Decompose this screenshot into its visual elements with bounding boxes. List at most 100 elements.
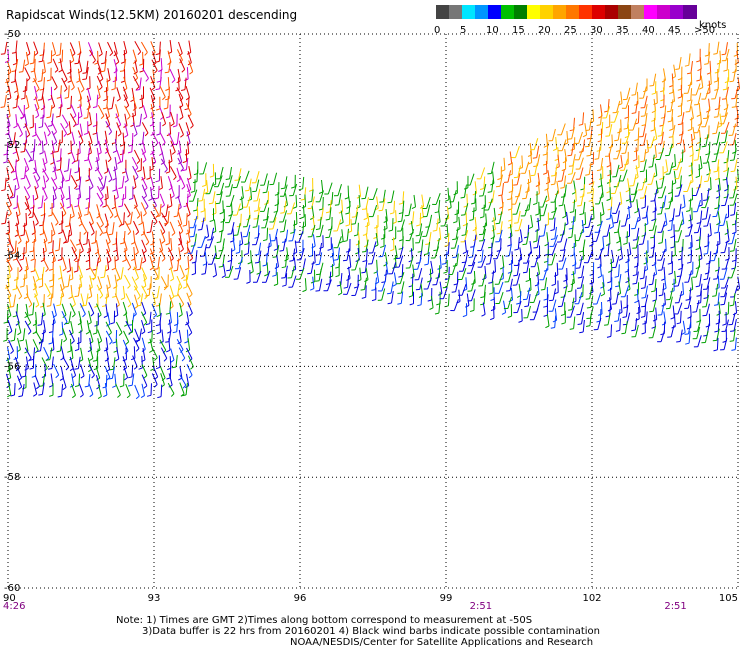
wind-barb-flag — [190, 366, 194, 370]
wind-barb-flag — [79, 250, 84, 254]
longitude-tick-label: 99 — [440, 593, 453, 604]
wind-barb-flag — [470, 202, 476, 205]
wind-barb — [551, 253, 556, 265]
wind-barb-flag — [586, 154, 591, 157]
wind-barb — [620, 119, 622, 132]
colorbar-label: 45 — [668, 25, 681, 36]
wind-barb — [114, 166, 117, 179]
wind-barb — [498, 291, 504, 304]
wind-barb — [582, 139, 586, 152]
wind-barb-flag — [137, 295, 141, 300]
wind-barb — [426, 204, 431, 217]
wind-barb — [43, 346, 50, 359]
wind-barb — [140, 311, 148, 323]
map-labels: 90 93 96 99 102 105-50-52-54-56-58-604:26 2:51… — [3, 29, 738, 612]
wind-barb — [61, 321, 64, 334]
wind-barb — [256, 270, 262, 283]
wind-barb — [113, 59, 118, 71]
wind-barb — [674, 154, 676, 167]
wind-barb-flag — [225, 178, 230, 180]
wind-barb-flag — [659, 106, 664, 109]
wind-barb — [267, 242, 270, 255]
wind-barb — [169, 166, 177, 178]
wind-barb-flag — [567, 154, 572, 157]
wind-barb — [622, 169, 628, 182]
wind-barb — [552, 128, 556, 141]
wind-barb — [42, 373, 46, 386]
wind-barb — [705, 294, 710, 307]
wind-barb — [79, 303, 86, 315]
wind-barb-flag — [634, 300, 639, 304]
wind-barb — [336, 219, 342, 232]
wind-barb — [160, 373, 165, 385]
wind-barb — [95, 375, 101, 387]
wind-barb — [678, 203, 682, 216]
wind-barb — [697, 335, 702, 347]
wind-barb-flag — [56, 160, 61, 162]
wind-barb-flag — [170, 359, 175, 363]
wind-barb — [79, 274, 83, 287]
wind-barb-flag — [126, 223, 131, 225]
wind-barb-flag — [327, 248, 332, 251]
wind-barb — [50, 222, 56, 235]
wind-barb — [7, 319, 13, 332]
wind-barb — [87, 175, 94, 187]
wind-barb — [454, 236, 459, 249]
wind-barb — [282, 210, 288, 223]
wind-barb-flag — [535, 213, 540, 216]
wind-barb — [87, 202, 90, 215]
wind-barb — [312, 276, 315, 289]
wind-barb-flag — [543, 314, 548, 317]
wind-barb — [562, 249, 566, 262]
wind-barb — [133, 149, 141, 161]
wind-barb — [96, 348, 99, 361]
wind-barb-flag — [627, 206, 632, 209]
wind-barb — [5, 373, 11, 386]
wind-barb — [427, 252, 430, 265]
wind-barb — [669, 162, 674, 175]
wind-barb-flag — [74, 123, 79, 126]
wind-barb — [628, 205, 631, 218]
wind-barb-flag — [20, 234, 25, 237]
wind-barb — [240, 213, 242, 226]
wind-barb-flag — [63, 241, 69, 244]
wind-barb — [659, 147, 665, 160]
wind-barb — [581, 265, 585, 278]
wind-barb — [347, 275, 350, 288]
wind-barb — [635, 147, 638, 160]
wind-barb — [41, 357, 48, 369]
wind-barb — [169, 310, 172, 323]
wind-barb — [651, 172, 656, 185]
wind-barb — [188, 60, 194, 72]
wind-barb — [527, 305, 531, 318]
wind-barb-flag — [173, 215, 178, 218]
wind-barb — [124, 168, 129, 181]
wind-barb-flag — [165, 312, 170, 315]
wind-barb-flag — [111, 267, 116, 271]
wind-barb — [255, 232, 260, 245]
wind-barb — [15, 51, 18, 64]
wind-barb — [77, 284, 81, 297]
wind-barb-flag — [171, 366, 177, 369]
wind-barb — [134, 294, 139, 307]
wind-barb-flag — [468, 256, 473, 259]
wind-barb — [582, 319, 585, 333]
wind-barb-flag — [0, 106, 5, 108]
wind-barb-flag — [244, 243, 249, 246]
wind-barb — [21, 384, 25, 396]
wind-barb — [168, 159, 171, 172]
wind-barb — [97, 329, 103, 342]
wind-barb — [169, 122, 172, 135]
wind-barb — [105, 321, 112, 333]
wind-barb — [177, 68, 181, 81]
wind-barb — [131, 302, 137, 315]
wind-barb — [644, 285, 648, 298]
wind-barb — [59, 42, 62, 55]
wind-barb — [570, 171, 576, 184]
wind-barb — [59, 148, 62, 161]
wind-barb-flag — [67, 80, 72, 83]
wind-barbs — [0, 40, 740, 400]
wind-barb — [438, 301, 441, 314]
wind-barb — [255, 179, 260, 192]
wind-barb — [170, 111, 175, 124]
